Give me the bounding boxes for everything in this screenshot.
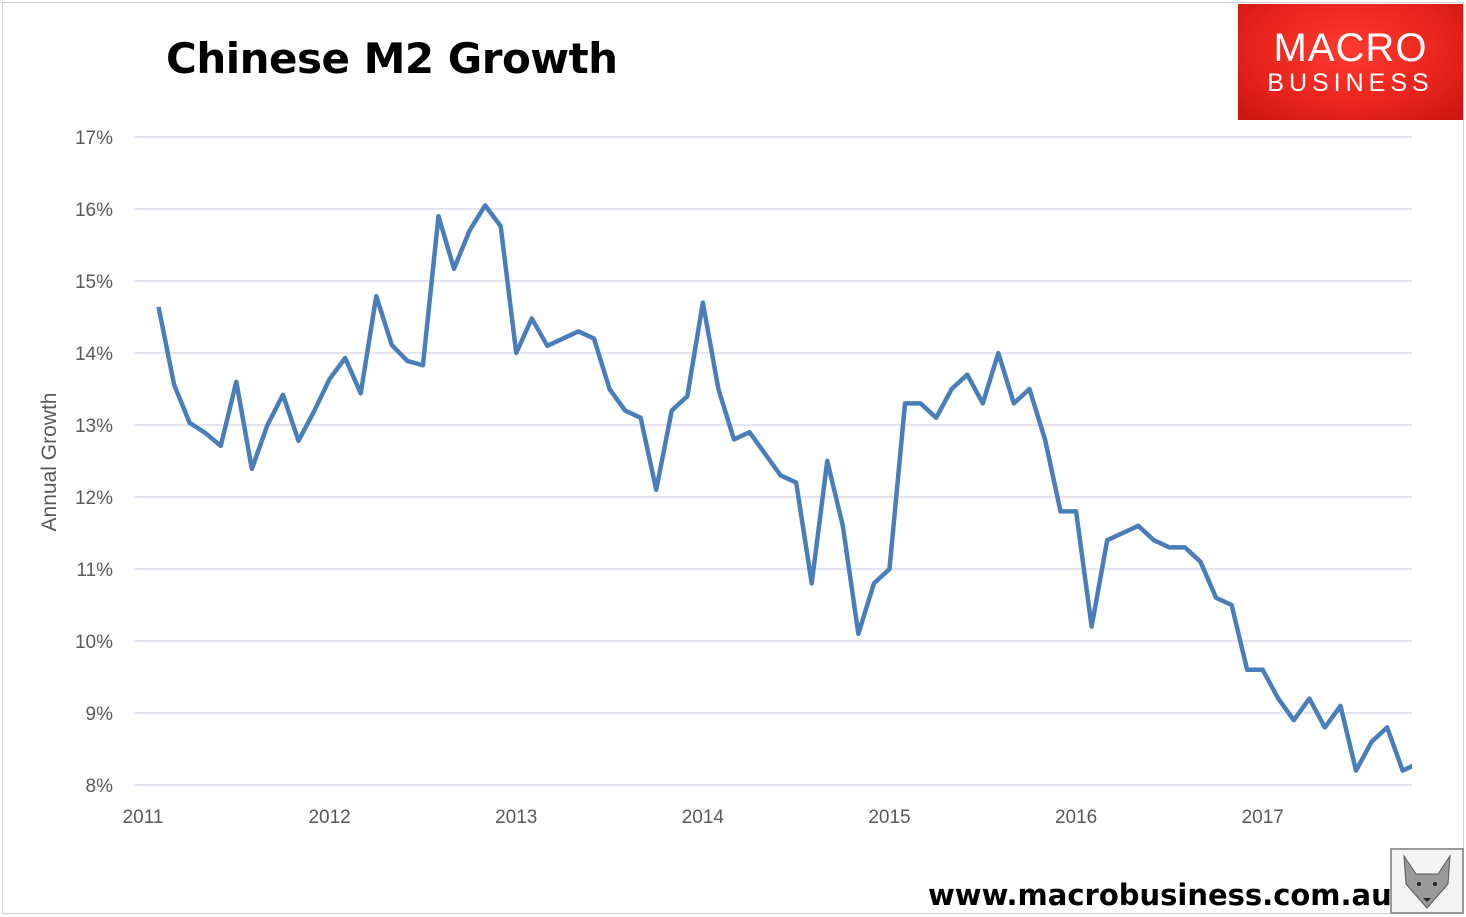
x-tick-label: 2016 xyxy=(1055,807,1097,828)
x-tick-label: 2013 xyxy=(495,807,537,828)
y-tick-labels: 8% 9% 10% 11% 12% 13% 14% 15% 16% 17% xyxy=(75,128,113,797)
y-tick-label: 17% xyxy=(75,128,113,149)
website-url: www.macrobusiness.com.au xyxy=(928,878,1392,912)
x-tick-label: 2012 xyxy=(308,807,350,828)
y-tick-label: 15% xyxy=(75,272,113,293)
x-tick-label: 2015 xyxy=(868,807,910,828)
fox-mascot-image xyxy=(1390,848,1464,914)
y-axis-label: Annual Growth xyxy=(38,393,61,532)
x-tick-label: 2011 xyxy=(123,807,164,828)
y-tick-label: 10% xyxy=(75,632,113,653)
x-tick-label: 2014 xyxy=(682,807,725,828)
series-m2-growth xyxy=(158,205,1418,770)
y-tick-label: 9% xyxy=(86,704,114,725)
y-tick-label: 16% xyxy=(75,200,113,221)
x-tick-labels: 2011 2012 2013 2014 2015 2016 2017 xyxy=(123,807,1284,828)
series-line xyxy=(159,205,1419,770)
fox-icon xyxy=(1392,850,1462,912)
y-tick-label: 12% xyxy=(75,488,113,509)
y-tick-label: 11% xyxy=(76,560,113,581)
x-tick-label: 2017 xyxy=(1242,807,1284,828)
y-tick-label: 13% xyxy=(75,416,113,437)
y-tick-label: 8% xyxy=(86,776,114,797)
y-tick-label: 14% xyxy=(75,344,113,365)
